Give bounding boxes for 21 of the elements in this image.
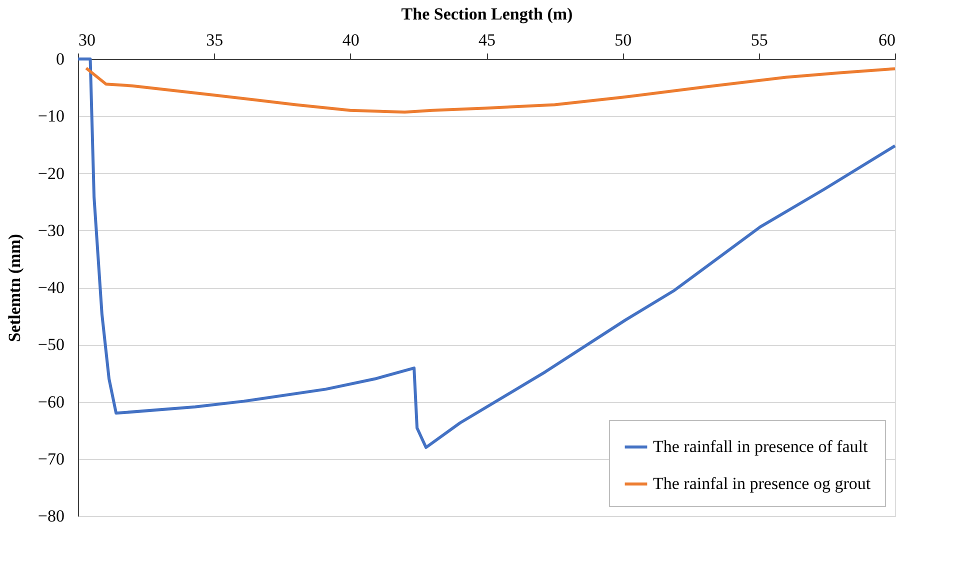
y-tick-label: −10 — [38, 106, 64, 126]
x-tick-label: 40 — [342, 30, 360, 50]
y-tick-label: 0 — [56, 50, 64, 68]
legend-label: The rainfal in presence og grout — [653, 474, 871, 493]
y-tick-label: −20 — [38, 164, 64, 183]
x-tick-label: 50 — [614, 30, 632, 50]
y-tick-label: −40 — [38, 278, 64, 297]
x-tick-label: 60 — [878, 30, 896, 50]
x-axis-title: The Section Length (m) — [401, 4, 573, 24]
x-tick-label: 55 — [750, 30, 768, 50]
y-axis-title: Setlemtn (mm) — [4, 234, 24, 342]
x-tick-label: 45 — [478, 30, 496, 50]
y-tick-label: −50 — [38, 335, 64, 354]
x-tick-label: 35 — [206, 30, 224, 50]
y-tick-label: −30 — [38, 220, 64, 240]
x-tick-label: 30 — [78, 30, 96, 50]
y-tick-label: −70 — [38, 449, 64, 468]
y-tick-label: −60 — [38, 392, 64, 412]
y-tick-label: −80 — [38, 506, 64, 526]
legend-label: The rainfall in presence of fault — [653, 437, 868, 456]
line-series — [84, 66, 896, 114]
